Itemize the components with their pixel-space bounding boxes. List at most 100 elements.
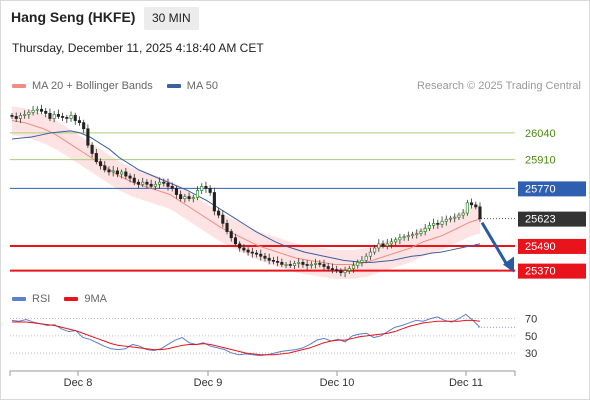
candle [31, 105, 35, 116]
candle [309, 261, 313, 269]
level-label: 25910 [525, 155, 556, 167]
candle-body [254, 252, 259, 255]
candle [343, 266, 347, 278]
candle-body [419, 231, 423, 234]
candle [381, 240, 385, 249]
candle [478, 202, 482, 223]
x-tick-label: Dec 8 [64, 377, 93, 389]
candle-body [48, 113, 52, 119]
candle-body [377, 243, 381, 249]
candle [436, 219, 440, 229]
candle-body [259, 253, 263, 257]
legend-swatch [64, 297, 79, 301]
candle-body [246, 249, 250, 253]
candle-body [162, 181, 166, 184]
candle-body [423, 228, 427, 232]
candle-body [335, 269, 339, 271]
candle [170, 182, 174, 192]
candle-body [86, 128, 90, 146]
candle [14, 112, 18, 122]
candle-body [373, 247, 377, 253]
candle [242, 243, 246, 253]
candle-body [474, 204, 478, 208]
candle [301, 259, 305, 268]
legend-item-ma20: MA 20 + Bollinger Bands [12, 80, 153, 92]
candle-body [356, 262, 360, 266]
interval-button[interactable]: 30 MIN [144, 7, 199, 30]
rsi-level-label: 50 [525, 331, 537, 343]
candle-body [107, 169, 111, 173]
candle [10, 112, 14, 119]
candle-body [444, 218, 448, 222]
candle-body [276, 261, 280, 263]
candle-body [436, 222, 440, 225]
candle [314, 258, 318, 269]
level-label: 25490 [525, 241, 556, 253]
candle [183, 193, 187, 203]
candle [267, 253, 271, 265]
candle [326, 263, 330, 272]
candle [410, 231, 415, 239]
candle-body [149, 183, 153, 187]
candle-body [191, 197, 195, 200]
candle-body [330, 268, 334, 270]
candle-body [250, 251, 254, 254]
candle-body [432, 222, 436, 226]
candle-body [465, 202, 469, 214]
candle-body [200, 185, 204, 191]
legend-swatch [12, 84, 26, 88]
candle [136, 179, 141, 189]
candle-body [343, 270, 347, 274]
candle-body [31, 109, 35, 113]
candle [318, 260, 322, 268]
candle [246, 247, 250, 256]
candle-body [229, 231, 233, 239]
candle [212, 187, 216, 216]
candle-body [394, 239, 398, 243]
candle [427, 222, 431, 231]
legend-label: MA 50 [186, 80, 218, 92]
legend-swatch [166, 84, 181, 88]
level-tag-bg [518, 238, 586, 254]
candle [339, 268, 343, 277]
candle [44, 108, 48, 118]
candle-body [284, 264, 288, 266]
candle [195, 186, 200, 201]
candle-body [56, 114, 60, 117]
level-label: 25770 [525, 183, 556, 195]
candle [204, 181, 208, 193]
candle-body [440, 220, 444, 225]
candle-body [381, 243, 385, 247]
candle [82, 119, 86, 133]
candle-body [204, 185, 208, 189]
candle [233, 233, 238, 247]
candle [111, 165, 115, 177]
candle-body [158, 181, 162, 185]
candle-body [318, 263, 322, 265]
candle [18, 112, 22, 124]
candle-body [351, 265, 356, 269]
candle [440, 216, 444, 228]
candle [322, 259, 326, 271]
candle-body [288, 264, 292, 266]
candle-body [170, 185, 174, 189]
rsi-ma-line [12, 319, 481, 356]
candle-body [478, 206, 482, 219]
candle-body [233, 237, 238, 245]
candle-body [461, 212, 465, 216]
candle [284, 261, 288, 269]
candle [61, 112, 65, 121]
candle [402, 234, 406, 241]
candle [250, 247, 254, 258]
candle-body [94, 153, 98, 163]
candle-body [402, 236, 406, 239]
candle [238, 241, 242, 252]
candle-body [221, 214, 225, 224]
candle [208, 185, 212, 196]
candle-body [10, 115, 14, 117]
candle [398, 233, 402, 245]
candle [263, 252, 267, 262]
candle [292, 260, 297, 269]
candle [166, 178, 170, 191]
